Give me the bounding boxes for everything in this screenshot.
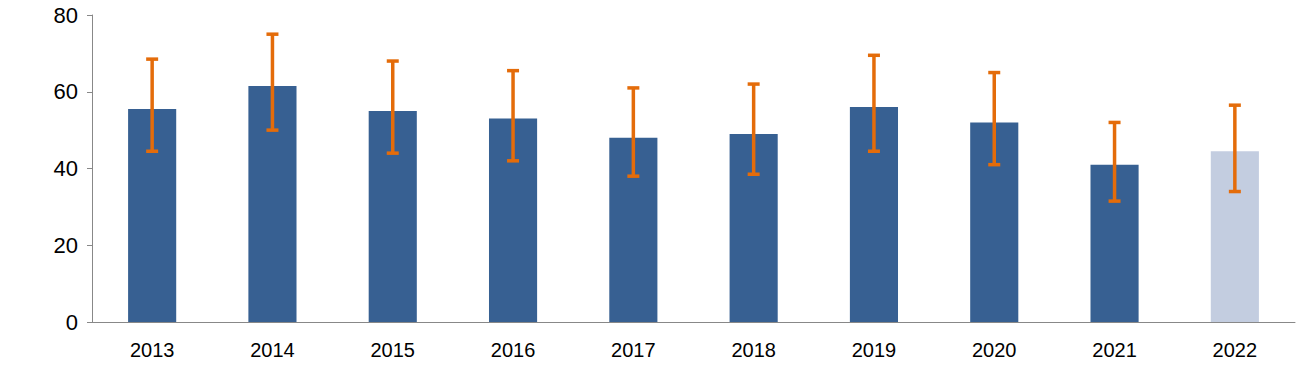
svg-text:2013: 2013 [130, 339, 175, 361]
svg-text:2019: 2019 [852, 339, 897, 361]
svg-text:2021: 2021 [1092, 339, 1137, 361]
svg-text:60: 60 [54, 79, 78, 104]
svg-text:0: 0 [66, 310, 78, 335]
svg-text:2014: 2014 [250, 339, 295, 361]
svg-text:2020: 2020 [972, 339, 1017, 361]
svg-text:2017: 2017 [611, 339, 656, 361]
svg-text:2022: 2022 [1213, 339, 1258, 361]
svg-text:2015: 2015 [371, 339, 416, 361]
svg-text:20: 20 [54, 233, 78, 258]
svg-text:2016: 2016 [491, 339, 536, 361]
svg-text:2018: 2018 [731, 339, 776, 361]
svg-text:40: 40 [54, 156, 78, 181]
svg-text:80: 80 [54, 3, 78, 28]
